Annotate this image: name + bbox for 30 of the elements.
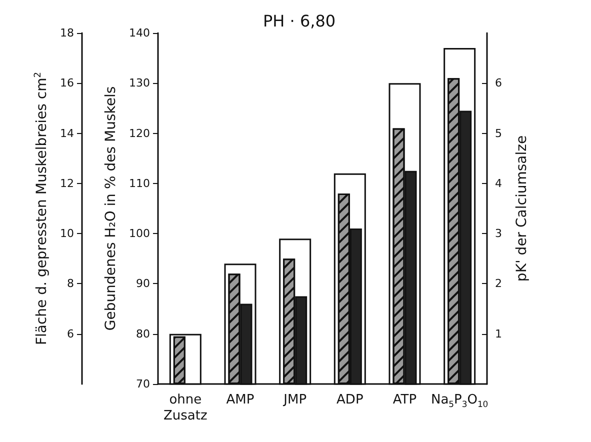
y-tick-label: 80 bbox=[136, 327, 150, 340]
y2-tick-label: 2 bbox=[495, 277, 502, 290]
y-tick-label: 110 bbox=[129, 176, 150, 190]
y2-tick-label: 1 bbox=[495, 327, 502, 340]
y-axis-title: Gebundenes H₂O in % des Muskels bbox=[103, 86, 120, 331]
y-tick-label: 90 bbox=[136, 277, 150, 290]
x-tick-label: JMP bbox=[282, 392, 307, 408]
y3-tick-label: 18 bbox=[60, 26, 74, 40]
y-tick-label: 130 bbox=[129, 76, 150, 90]
x-tick-label: ATP bbox=[392, 392, 417, 408]
y3-tick-label: 6 bbox=[67, 327, 74, 340]
y2-tick-label: 6 bbox=[495, 76, 502, 90]
x-tick-label: ohne Zusatz bbox=[164, 392, 208, 424]
y3-tick-label: 10 bbox=[60, 227, 74, 240]
chart-title: PH · 6,80 bbox=[263, 12, 336, 30]
y2-axis-title: pK' der Calciumsalze bbox=[514, 135, 530, 282]
y3-tick-label: 8 bbox=[67, 277, 74, 290]
y-tick-label: 140 bbox=[129, 26, 150, 40]
y3-tick-label: 12 bbox=[60, 176, 74, 190]
y3-tick-label: 14 bbox=[60, 126, 74, 140]
y-tick-label: 70 bbox=[136, 378, 150, 390]
x-tick-label: AMP bbox=[226, 392, 254, 408]
y-tick-label: 120 bbox=[129, 126, 150, 140]
y2-tick-label: 3 bbox=[495, 227, 502, 240]
y3-axis-title: Fläche d. gepressten Muskelbreies cm2 bbox=[34, 72, 50, 346]
y3-tick-label: 16 bbox=[60, 76, 74, 90]
y2-tick-label: 5 bbox=[495, 126, 502, 140]
y-tick-label: 100 bbox=[129, 227, 150, 240]
y2-tick-label: 4 bbox=[495, 176, 502, 190]
x-tick-label: ADP bbox=[336, 392, 364, 408]
